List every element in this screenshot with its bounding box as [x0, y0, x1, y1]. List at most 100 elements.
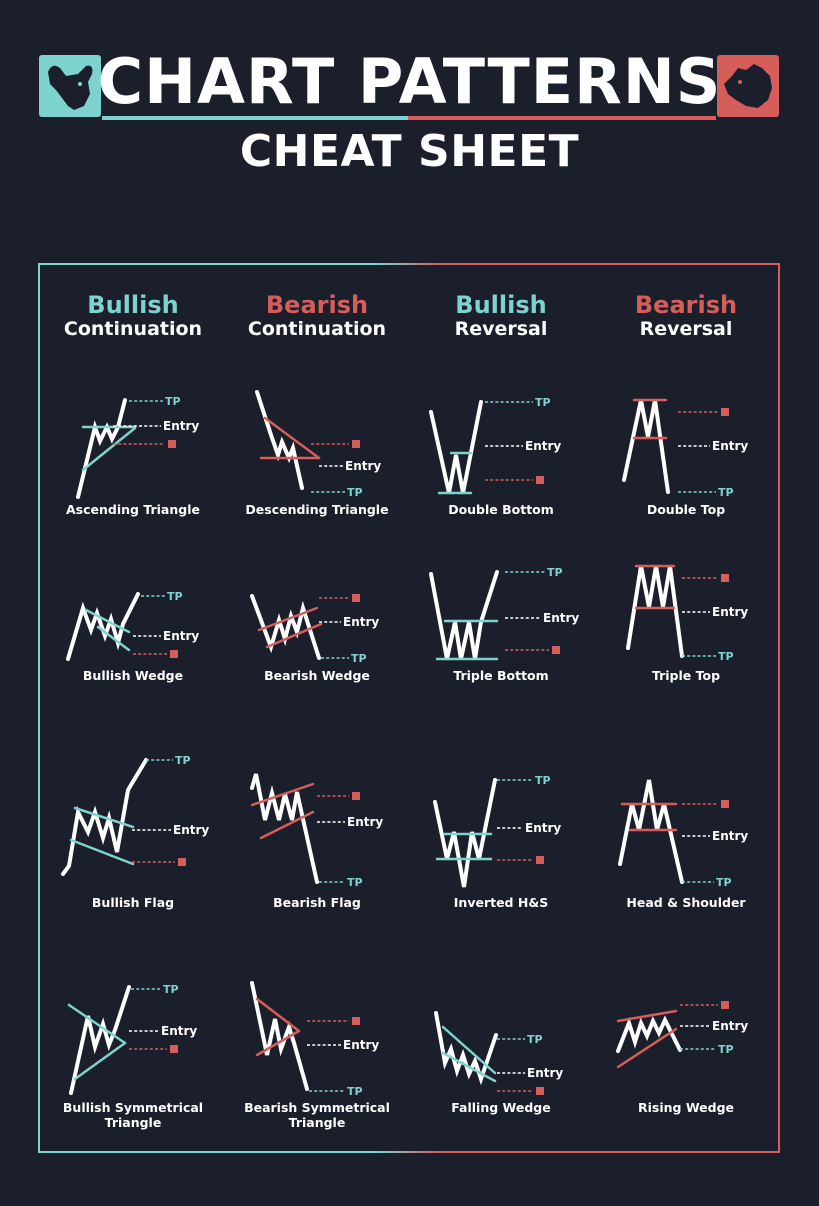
- stop-loss-marker-icon: [721, 574, 729, 582]
- entry-label: Entry: [345, 459, 381, 473]
- pattern-name: Double Top: [646, 502, 726, 517]
- pattern-diagram: TP Entry: [618, 779, 748, 889]
- pattern-name: Double Bottom: [448, 502, 554, 517]
- trend-line: [255, 997, 301, 1033]
- entry-label: Entry: [163, 629, 199, 643]
- entry-label: Entry: [712, 605, 748, 619]
- stop-loss-marker-icon: [536, 1087, 544, 1095]
- stop-loss-marker-icon: [170, 1045, 178, 1053]
- pattern-falling-wedge: TP Entry Falling Wedge: [411, 975, 591, 1151]
- stop-loss-marker-icon: [352, 792, 360, 800]
- pattern-name: Head & Shoulder: [626, 895, 746, 910]
- stop-loss-marker-icon: [178, 858, 186, 866]
- pattern-name: Bearish Symmetrical Triangle: [244, 1100, 390, 1130]
- pattern-diagram: TP Entry: [250, 594, 379, 665]
- pattern-rising-wedge: TP Entry Rising Wedge: [596, 975, 776, 1151]
- tp-label: TP: [718, 486, 734, 499]
- trend-line: [263, 416, 321, 460]
- tp-label: TP: [351, 652, 367, 665]
- trend-line: [73, 806, 135, 829]
- price-path: [76, 398, 127, 499]
- trend-line: [67, 1003, 127, 1045]
- stop-loss-marker-icon: [536, 476, 544, 484]
- entry-label: Entry: [543, 611, 579, 625]
- pattern-name: Descending Triangle: [245, 502, 389, 517]
- pattern-double-bottom: TP Entry Double Bottom: [411, 380, 591, 556]
- stop-loss-marker-icon: [536, 856, 544, 864]
- price-path: [622, 399, 670, 494]
- stop-loss-marker-icon: [168, 440, 176, 448]
- trend-line: [96, 625, 131, 652]
- trend-line: [84, 608, 131, 634]
- pattern-diagram: TP Entry: [429, 566, 579, 661]
- tp-label: TP: [718, 650, 734, 663]
- price-path: [250, 773, 319, 884]
- entry-label: Entry: [347, 815, 383, 829]
- column-kind: Bearish: [634, 291, 738, 319]
- stop-loss-marker-icon: [352, 440, 360, 448]
- price-path: [250, 981, 309, 1091]
- trend-line: [616, 1027, 678, 1069]
- price-path: [250, 594, 321, 660]
- pattern-diagram: TP Entry: [622, 398, 748, 499]
- tp-label: TP: [347, 1085, 363, 1098]
- tp-label: TP: [716, 876, 732, 889]
- pattern-frame: [38, 263, 780, 1153]
- pattern-name: Bearish Flag: [273, 895, 361, 910]
- price-path: [616, 1015, 682, 1053]
- price-path: [66, 592, 140, 661]
- pattern-ascending-triangle: TP Entry Ascending Triangle: [43, 380, 223, 556]
- pattern-diagram: TP Entry: [61, 754, 209, 876]
- pattern-diagram: TP Entry: [616, 1001, 748, 1069]
- pattern-diagram: TP Entry: [250, 773, 383, 889]
- pattern-name: Bullish Wedge: [82, 668, 184, 683]
- stop-loss-marker-icon: [552, 646, 560, 654]
- trend-line: [259, 810, 315, 840]
- bear-head-icon: [717, 55, 779, 117]
- tp-label: TP: [347, 486, 363, 499]
- entry-label: Entry: [343, 1038, 379, 1052]
- column-header-bearish-continuation: Bearish Continuation: [227, 292, 407, 340]
- trend-line: [616, 1009, 678, 1023]
- pattern-diagram: TP Entry: [76, 395, 199, 499]
- entry-label: Entry: [712, 829, 748, 843]
- pattern-diagram: TP Entry: [434, 1011, 563, 1095]
- tp-label: TP: [347, 876, 363, 889]
- trend-line: [250, 782, 315, 807]
- stop-loss-marker-icon: [352, 1017, 360, 1025]
- pattern-bearish-symmetrical-triangle: TP Entry Bearish Symmetrical Triangle: [227, 975, 407, 1151]
- column-header-bullish-reversal: Bullish Reversal: [411, 292, 591, 340]
- entry-label: Entry: [161, 1024, 197, 1038]
- entry-label: Entry: [525, 821, 561, 835]
- price-path: [429, 400, 483, 494]
- stop-loss-marker-icon: [721, 1001, 729, 1009]
- price-path: [61, 758, 148, 876]
- pattern-name: Inverted H&S: [453, 895, 549, 910]
- entry-label: Entry: [712, 1019, 748, 1033]
- trend-line: [81, 426, 137, 472]
- tp-label: TP: [165, 395, 181, 408]
- tp-label: TP: [175, 754, 191, 767]
- title-underline-teal: [102, 116, 408, 120]
- trend-line: [73, 1041, 127, 1081]
- stop-loss-marker-icon: [721, 408, 729, 416]
- pattern-descending-triangle: TP Entry Descending Triangle: [227, 380, 407, 556]
- pattern-name: Ascending Triangle: [66, 502, 200, 517]
- price-path: [626, 565, 684, 658]
- price-path: [429, 570, 499, 660]
- pattern-name: Triple Top: [651, 668, 721, 683]
- bull-head-icon: [39, 55, 101, 117]
- entry-label: Entry: [525, 439, 561, 453]
- column-phase: Continuation: [247, 318, 387, 340]
- pattern-name: Bullish Flag: [91, 895, 175, 910]
- column-header-bearish-reversal: Bearish Reversal: [596, 292, 776, 340]
- entry-label: Entry: [343, 615, 379, 629]
- column-header-bullish-continuation: Bullish Continuation: [43, 292, 223, 340]
- pattern-bullish-flag: TP Entry Bullish Flag: [43, 750, 223, 926]
- tp-label: TP: [718, 1043, 734, 1056]
- header: CHART PATTERNS CHEAT SHEET: [0, 0, 819, 200]
- stop-loss-marker-icon: [352, 594, 360, 602]
- pattern-name: Bearish Wedge: [264, 668, 370, 683]
- pattern-diagram: TP Entry: [67, 983, 197, 1095]
- pattern-inverted-hands: TP Entry Inverted H&S: [411, 750, 591, 926]
